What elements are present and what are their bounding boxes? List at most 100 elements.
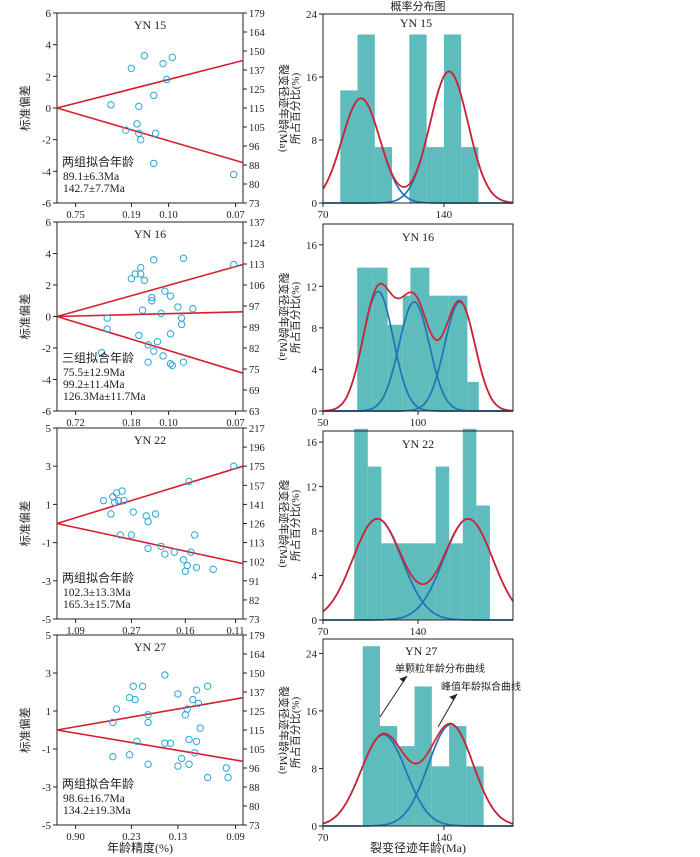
sample-label: YN 16 xyxy=(134,227,166,241)
data-point xyxy=(150,347,158,355)
y-axis-label: 标准偏差 xyxy=(18,85,32,131)
data-point xyxy=(148,293,156,302)
radial-plot-1: -6 -4 -2 0 2 4 6 0.72 0.18 0.10 0.07 137 124 113 106 97… xyxy=(18,217,291,429)
fit-title: 两组拟合年龄 xyxy=(62,154,134,169)
histogram-bar xyxy=(402,295,411,411)
age-tick-label: 89 xyxy=(249,323,260,334)
y-tick-label: 2 xyxy=(46,71,52,83)
radial-plot-0: -6 -4 -2 0 2 4 6 0.75 0.19 0.10 0.07 179 164 150 137 12… xyxy=(18,8,291,221)
data-point xyxy=(222,764,230,772)
y-tick-label: 4 xyxy=(46,40,52,52)
age-tick-label: 124 xyxy=(249,239,266,250)
y-tick-label: 8 xyxy=(312,763,318,775)
data-point xyxy=(118,487,126,495)
age-tick-label: 63 xyxy=(249,407,260,418)
data-point xyxy=(120,496,128,505)
fit-age: 142.7±7.7Ma xyxy=(63,183,125,195)
data-point xyxy=(166,739,175,747)
age-tick-label: 80 xyxy=(249,802,260,813)
data-point xyxy=(185,760,193,768)
y-tick-label: 8 xyxy=(312,135,318,147)
x-tick-label: 0.16 xyxy=(176,626,194,637)
age-tick-label: 69 xyxy=(249,386,260,397)
data-point xyxy=(125,751,134,759)
age-ray-line xyxy=(56,263,244,318)
data-point xyxy=(157,309,165,318)
y-tick-label: -3 xyxy=(42,782,52,794)
data-point xyxy=(163,75,171,84)
age-tick-label: 88 xyxy=(249,161,260,172)
age-tick-label: 73 xyxy=(249,199,260,210)
y-tick-label: 0 xyxy=(312,198,318,210)
histogram-bar xyxy=(374,147,393,203)
histogram-bar xyxy=(476,505,490,620)
data-point xyxy=(174,303,182,311)
age-tick-label: 113 xyxy=(249,260,264,271)
x-tick-label: 140 xyxy=(436,832,453,844)
y-tick-label: -5 xyxy=(42,614,52,626)
right-age-axis-label: 裂变径迹年龄(Ma) xyxy=(277,64,291,152)
data-point xyxy=(179,358,188,366)
age-ray-line xyxy=(56,696,244,731)
histogram-bar xyxy=(380,726,398,826)
y-tick-label: 0 xyxy=(312,615,318,627)
y-axis-label: 标准偏差 xyxy=(18,294,32,340)
histogram-bar xyxy=(409,34,427,203)
age-ray-line xyxy=(56,315,244,374)
data-point xyxy=(112,705,121,713)
y-tick-label: 12 xyxy=(306,482,317,494)
data-point xyxy=(157,542,165,551)
data-point xyxy=(127,64,136,73)
histogram-bar xyxy=(448,295,468,411)
x-tick-label: 70 xyxy=(318,626,330,638)
histogram-bar xyxy=(381,543,395,620)
data-point xyxy=(138,682,147,690)
sample-label: YN 22 xyxy=(134,433,166,447)
age-ray-line xyxy=(56,107,244,164)
data-point xyxy=(168,361,177,370)
age-tick-label: 80 xyxy=(249,180,260,191)
age-tick-label: 96 xyxy=(249,142,260,153)
annotation-arrow-head xyxy=(449,694,457,701)
age-tick-label: 137 xyxy=(249,66,265,77)
age-tick-label: 106 xyxy=(249,281,265,292)
age-tick-label: 113 xyxy=(249,539,264,550)
histogram-bar xyxy=(426,147,444,203)
y-tick-label: 5 xyxy=(46,630,52,642)
data-point xyxy=(192,686,201,694)
data-point xyxy=(150,159,158,168)
age-tick-label: 217 xyxy=(249,424,265,435)
data-point xyxy=(196,724,204,732)
y-axis-label: 标准偏差 xyxy=(18,501,32,547)
data-point xyxy=(144,711,152,719)
sample-label: YN 15 xyxy=(134,18,166,32)
data-point xyxy=(97,349,106,357)
fit-title: 三组拟合年龄 xyxy=(62,350,134,365)
data-point xyxy=(148,297,156,305)
data-point xyxy=(137,135,145,144)
x-tick-label: 0.07 xyxy=(226,210,244,221)
y-tick-label: 1 xyxy=(46,499,52,511)
data-point xyxy=(203,773,212,782)
histogram-bar xyxy=(431,766,450,826)
y-tick-label: 4 xyxy=(46,249,52,261)
x-tick-label: 1.09 xyxy=(66,626,84,637)
data-point xyxy=(159,59,167,68)
data-point xyxy=(168,53,177,62)
y-tick-label: -1 xyxy=(42,538,51,550)
histogram-bar xyxy=(462,428,477,620)
y-tick-label: 0 xyxy=(46,103,52,115)
data-point xyxy=(135,331,143,340)
y-tick-label: 0 xyxy=(312,406,318,418)
data-point xyxy=(192,563,201,572)
x-tick-label: 0.27 xyxy=(122,626,140,637)
data-point xyxy=(230,170,238,179)
age-tick-label: 137 xyxy=(249,688,265,699)
data-point xyxy=(144,358,152,366)
left-x-axis-title: 年龄精度(%) xyxy=(107,840,173,855)
data-point xyxy=(151,510,160,518)
right-age-axis-label: 裂变径迹年龄(Ma) xyxy=(277,686,291,774)
y-tick-label: 3 xyxy=(46,461,52,473)
fit-age: 126.3Ma±11.7Ma xyxy=(63,391,146,403)
data-point xyxy=(194,699,203,708)
